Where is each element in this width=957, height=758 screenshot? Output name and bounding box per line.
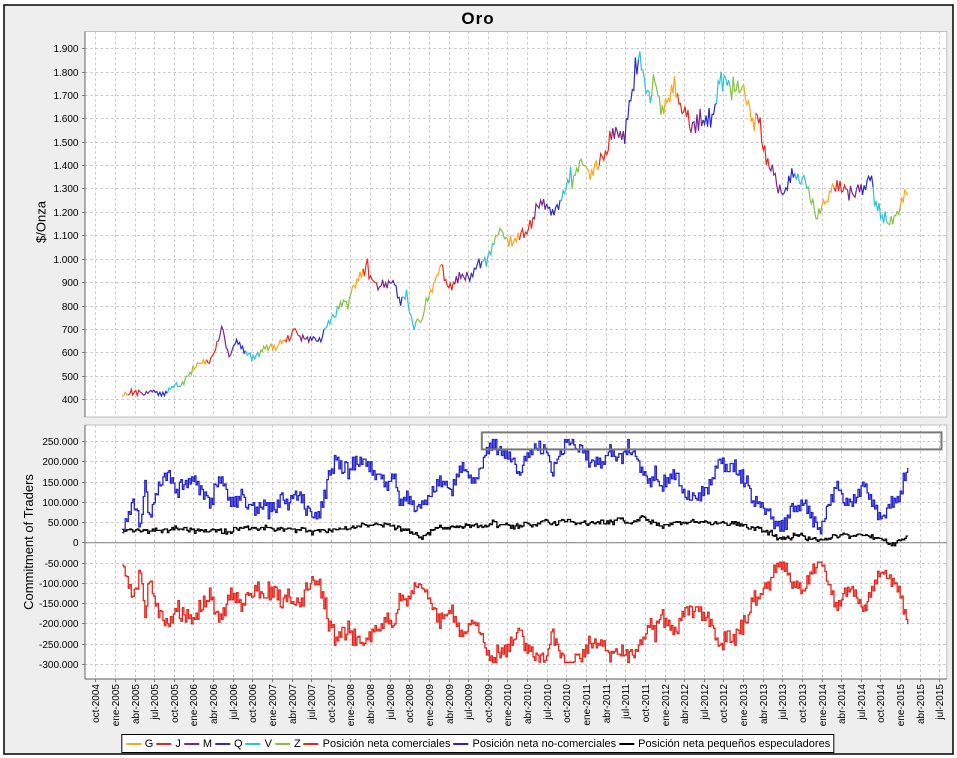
svg-text:jul-2014: jul-2014 [857,684,868,721]
svg-text:oct-2004: oct-2004 [91,684,102,723]
svg-text:ene-2010: ene-2010 [503,684,514,727]
svg-text:oct-2014: oct-2014 [876,684,887,723]
svg-text:ene-2012: ene-2012 [661,684,672,727]
svg-text:ene-2008: ene-2008 [346,684,357,727]
svg-text:abr-2012: abr-2012 [680,684,691,724]
svg-text:ene-2006: ene-2006 [189,684,200,727]
svg-text:200.000: 200.000 [42,457,79,468]
svg-text:abr-2008: abr-2008 [366,684,377,724]
svg-text:1.200: 1.200 [53,208,78,219]
svg-text:jul-2007: jul-2007 [307,684,318,721]
svg-text:jul-2012: jul-2012 [700,684,711,721]
svg-text:$/Onza: $/Onza [34,200,49,243]
svg-text:jul-2008: jul-2008 [386,684,397,721]
svg-text:abr-2006: abr-2006 [209,684,220,724]
svg-text:-250.000: -250.000 [39,640,79,651]
svg-text:jul-2013: jul-2013 [778,684,789,721]
svg-text:800: 800 [62,302,79,313]
svg-text:400: 400 [62,395,79,406]
svg-text:ene-2015: ene-2015 [896,684,907,727]
svg-text:250.000: 250.000 [42,437,79,448]
svg-text:oct-2013: oct-2013 [798,684,809,723]
svg-text:jul-2009: jul-2009 [464,684,475,721]
svg-text:1.100: 1.100 [53,231,78,242]
svg-text:jul-2006: jul-2006 [229,684,240,721]
svg-text:ene-2007: ene-2007 [268,684,279,727]
svg-text:1.600: 1.600 [53,114,78,125]
svg-text:oct-2008: oct-2008 [405,684,416,723]
svg-text:abr-2014: abr-2014 [837,684,848,724]
svg-text:500: 500 [62,372,79,383]
svg-text:abr-2010: abr-2010 [523,684,534,724]
svg-text:1.000: 1.000 [53,255,78,266]
svg-text:jul-2005: jul-2005 [150,684,161,721]
svg-text:150.000: 150.000 [42,478,79,489]
svg-text:oct-2005: oct-2005 [170,684,181,723]
svg-text:oct-2012: oct-2012 [719,684,730,723]
svg-text:Oro: Oro [461,9,494,28]
svg-text:abr-2005: abr-2005 [131,684,142,724]
svg-text:oct-2010: oct-2010 [562,684,573,723]
svg-text:jul-2015: jul-2015 [935,684,946,721]
svg-text:-200.000: -200.000 [39,619,79,630]
svg-text:0: 0 [73,538,79,549]
svg-text:abr-2015: abr-2015 [916,684,927,724]
svg-text:900: 900 [62,278,79,289]
svg-text:oct-2011: oct-2011 [641,684,652,723]
svg-text:1.500: 1.500 [53,138,78,149]
svg-text:oct-2007: oct-2007 [327,684,338,723]
svg-text:abr-2013: abr-2013 [759,684,770,724]
svg-text:1.700: 1.700 [53,91,78,102]
svg-text:1.900: 1.900 [53,44,78,55]
svg-text:-100.000: -100.000 [39,579,79,590]
svg-text:oct-2009: oct-2009 [484,684,495,723]
svg-text:50.000: 50.000 [48,518,79,529]
svg-text:Commitment of Traders: Commitment of Traders [21,474,36,610]
svg-text:1.800: 1.800 [53,68,78,79]
svg-text:oct-2006: oct-2006 [248,684,259,723]
svg-text:1.300: 1.300 [53,184,78,195]
svg-text:abr-2009: abr-2009 [445,684,456,724]
svg-text:700: 700 [62,325,79,336]
svg-text:jul-2010: jul-2010 [543,684,554,721]
svg-text:-150.000: -150.000 [39,599,79,610]
svg-text:-300.000: -300.000 [39,660,79,671]
svg-text:100.000: 100.000 [42,498,79,509]
svg-text:600: 600 [62,348,79,359]
svg-text:ene-2011: ene-2011 [582,684,593,726]
svg-text:abr-2007: abr-2007 [288,684,299,724]
svg-text:ene-2013: ene-2013 [739,684,750,727]
svg-text:ene-2009: ene-2009 [425,684,436,727]
svg-text:ene-2005: ene-2005 [111,684,122,727]
svg-text:ene-2014: ene-2014 [818,684,829,727]
svg-text:jul-2011: jul-2011 [621,684,632,720]
svg-text:1.400: 1.400 [53,161,78,172]
svg-text:abr-2011: abr-2011 [602,684,613,724]
svg-text:-50.000: -50.000 [45,559,79,570]
